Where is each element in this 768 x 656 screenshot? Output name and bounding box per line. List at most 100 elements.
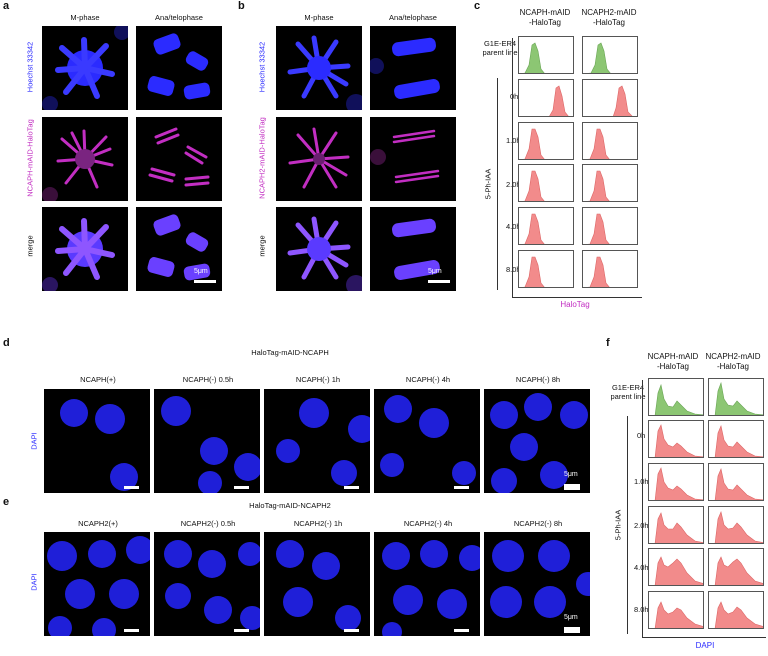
e-img-1 <box>154 532 260 636</box>
c-hist-8h-1 <box>518 250 574 288</box>
f-hist-2h-2 <box>708 506 764 544</box>
e-col-0: NCAPH2(+) <box>78 519 118 528</box>
f-parent-line2: parent line <box>610 392 646 401</box>
d-col-0: NCAPH(+) <box>80 375 116 384</box>
a-col-mphase: M-phase <box>70 13 100 22</box>
c-hist-0h-2 <box>582 79 638 117</box>
d-scalebar-0 <box>124 486 139 489</box>
panel-label-a: a <box>3 0 10 12</box>
f-parent-line1: G1E-ER4 <box>611 383 645 392</box>
b-merge-anatelo: 5μm <box>370 207 456 291</box>
c-hist-2h-2 <box>582 164 638 202</box>
b-col-mphase: M-phase <box>304 13 334 22</box>
d-scalebar-label: 5μm <box>564 471 578 478</box>
a-row-halotag: NCAPH-mAID-HaloTag <box>25 119 35 197</box>
c-col1-line1: NCAPH-mAID <box>519 8 571 17</box>
f-hist-parent-2 <box>708 378 764 416</box>
f-col2-line1: NCAPH2-mAID <box>705 352 761 361</box>
f-hist-4h-2 <box>708 548 764 586</box>
f-hist-parent-1 <box>648 378 704 416</box>
f-col2-line2: -HaloTag <box>716 362 749 371</box>
e-title: HaloTag-mAID-NCAPH2 <box>249 501 331 510</box>
d-img-0 <box>44 389 150 493</box>
c-time-2: 2.0h <box>506 180 521 189</box>
e-scalebar-1 <box>234 629 249 632</box>
a-scalebar-label: 5μm <box>194 268 208 275</box>
d-img-4: 5μm <box>484 389 590 493</box>
panel-label-f: f <box>606 337 610 349</box>
a-hoechst-mphase <box>42 26 128 110</box>
c-col2-line2: -HaloTag <box>592 18 625 27</box>
a-halo-anatelo <box>136 117 222 201</box>
f-hist-8h-1 <box>648 591 704 629</box>
c-time-1: 1.0h <box>506 136 521 145</box>
f-time-1: 1.0h <box>634 477 649 487</box>
a-row-hoechst: Hoechst 33342 <box>25 41 35 93</box>
c-col2-line1: NCAPH2-mAID <box>581 8 637 17</box>
f-hist-0h-2 <box>708 420 764 458</box>
panel-label-c: c <box>474 0 481 12</box>
b-hoechst-anatelo <box>370 26 456 110</box>
f-time-3: 4.0h <box>634 563 649 573</box>
b-hoechst-mphase <box>276 26 362 110</box>
f-hist-0h-1 <box>648 420 704 458</box>
d-scalebar-4 <box>564 484 580 490</box>
d-img-1 <box>154 389 260 493</box>
e-img-2 <box>264 532 370 636</box>
e-col-2: NCAPH2(-) 1h <box>293 519 343 528</box>
e-scalebar-3 <box>454 629 469 632</box>
e-img-0 <box>44 532 150 636</box>
f-time-4: 8.0h <box>634 605 649 615</box>
panel-label-e: e <box>3 496 10 508</box>
b-halo-anatelo <box>370 117 456 201</box>
e-img-3 <box>374 532 480 636</box>
e-scalebar-label: 5μm <box>564 614 578 621</box>
f-hist-1h-1 <box>648 463 704 501</box>
f-hist-1h-2 <box>708 463 764 501</box>
f-col1-line1: NCAPH-mAID <box>647 352 699 361</box>
d-scalebar-2 <box>344 486 359 489</box>
f-treatment-bracket <box>627 416 628 634</box>
f-y-axis <box>642 380 643 638</box>
c-xlabel: HaloTag <box>560 300 590 309</box>
d-img-3 <box>374 389 480 493</box>
b-row-merge: merge <box>257 235 267 257</box>
d-scalebar-3 <box>454 486 469 489</box>
d-col-1: NCAPH(-) 0.5h <box>182 375 234 384</box>
b-scalebar <box>428 280 450 283</box>
d-title: HaloTag-mAID-NCAPH <box>251 348 329 357</box>
f-x-axis <box>642 637 766 638</box>
c-y-axis <box>512 38 513 298</box>
c-hist-4h-1 <box>518 207 574 245</box>
c-treatment-label: 5-Ph-IAA <box>483 168 493 200</box>
f-time-0: 0h <box>637 431 645 441</box>
f-col1-line2: -HaloTag <box>656 362 689 371</box>
b-row-halotag: NCAPH2-mAID-HaloTag <box>257 117 267 199</box>
c-time-0: 0h <box>510 92 519 101</box>
a-merge-mphase <box>42 207 128 291</box>
e-col-1: NCAPH2(-) 0.5h <box>180 519 236 528</box>
d-col-4: NCAPH(-) 8h <box>515 375 561 384</box>
d-col-2: NCAPH(-) 1h <box>295 375 341 384</box>
a-scalebar <box>194 280 216 283</box>
a-col-anatelo: Ana/telophase <box>155 13 203 22</box>
c-treatment-bracket <box>497 78 498 290</box>
e-col-3: NCAPH2(-) 4h <box>403 519 453 528</box>
c-time-3: 4.0h <box>506 222 521 231</box>
c-hist-2h-1 <box>518 164 574 202</box>
c-hist-8h-2 <box>582 250 638 288</box>
a-merge-anatelo: 5μm <box>136 207 222 291</box>
c-hist-parent-1 <box>518 36 574 74</box>
c-hist-4h-2 <box>582 207 638 245</box>
c-time-4: 8.0h <box>506 265 521 274</box>
f-hist-4h-1 <box>648 548 704 586</box>
f-time-2: 2.0h <box>634 521 649 531</box>
c-parent-line1: G1E-ER4 <box>483 39 517 48</box>
b-row-hoechst: Hoechst 33342 <box>257 41 267 93</box>
a-hoechst-anatelo <box>136 26 222 110</box>
b-scalebar-label: 5μm <box>428 268 442 275</box>
panel-label-d: d <box>3 337 10 349</box>
a-row-merge: merge <box>25 235 35 257</box>
f-hist-8h-2 <box>708 591 764 629</box>
